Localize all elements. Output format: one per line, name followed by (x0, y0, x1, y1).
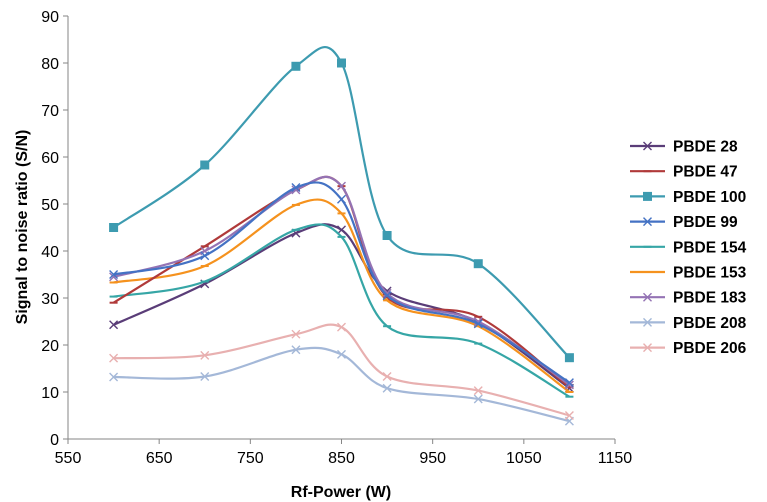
legend-marker (643, 317, 652, 327)
legend-label: PBDE 208 (673, 315, 747, 332)
legend-marker (643, 292, 652, 302)
data-point (109, 372, 119, 382)
legend: PBDE 28 PBDE 47 PBDE 100 PBDE 99 PBDE 154 PBD… (630, 139, 747, 357)
legend-item: PBDE 99 (630, 214, 738, 231)
legend-item: PBDE 47 (630, 164, 738, 181)
data-point (337, 181, 346, 191)
legend-marker (643, 217, 652, 227)
data-point (564, 411, 574, 420)
legend-marker (643, 141, 652, 151)
legend-label: PBDE 154 (673, 239, 747, 256)
legend-label: PBDE 100 (673, 189, 746, 206)
legend-item: PBDE 28 (630, 139, 738, 156)
data-point (109, 353, 119, 363)
data-point (291, 345, 301, 355)
x-tick-label: 1050 (506, 450, 542, 467)
series-pbde-153 (109, 198, 574, 393)
legend-label: PBDE 99 (673, 214, 738, 231)
legend-item: PBDE 208 (630, 315, 747, 332)
data-point (337, 322, 346, 332)
x-tick-label: 550 (55, 450, 82, 467)
series-pbde-208 (109, 345, 574, 426)
legend-marker (643, 343, 652, 353)
data-point (109, 223, 119, 232)
series-layer (109, 46, 574, 426)
legend-marker (643, 191, 652, 201)
x-tick-label: 650 (146, 450, 173, 467)
x-tick-label: 850 (328, 450, 355, 467)
data-point (200, 371, 210, 381)
data-point (564, 378, 574, 388)
data-point (382, 288, 392, 298)
legend-item: PBDE 154 (630, 239, 747, 256)
x-axis-title: Rf-Power (W) (291, 484, 391, 501)
data-point (564, 380, 574, 390)
series-line (113, 323, 570, 417)
legend-label: PBDE 206 (673, 340, 747, 357)
series-pbde-183 (109, 175, 574, 390)
data-point (337, 194, 346, 204)
data-point (473, 394, 483, 404)
data-point (382, 371, 392, 381)
y-tick-label: 60 (41, 150, 59, 167)
series-pbde-28 (109, 223, 574, 393)
legend-label: PBDE 183 (673, 290, 747, 307)
data-point (291, 61, 301, 71)
series-pbde-99 (109, 181, 574, 388)
x-tick-label: 950 (419, 450, 446, 467)
series-pbde-100 (109, 46, 574, 363)
y-tick-label: 10 (41, 385, 59, 402)
x-tick-label: 1150 (598, 450, 633, 467)
data-point (109, 320, 119, 330)
y-tick-label: 90 (41, 9, 59, 26)
data-point (473, 319, 483, 329)
data-point (200, 251, 210, 261)
data-point (200, 350, 210, 360)
data-point (291, 183, 301, 193)
legend-label: PBDE 47 (673, 164, 738, 181)
y-tick-label: 30 (41, 291, 59, 308)
legend-item: PBDE 183 (630, 290, 747, 307)
data-point (291, 329, 301, 339)
series-line (113, 223, 571, 390)
y-tick-label: 20 (41, 338, 59, 355)
data-point (473, 386, 483, 396)
series-line (113, 346, 570, 423)
y-tick-label: 0 (50, 432, 59, 449)
y-tick-label: 50 (41, 197, 59, 214)
data-point (337, 225, 346, 235)
data-point (200, 160, 210, 170)
ticks: 0 10 20 30 40 50 60 70 80 90 550 650 750 850 950 1050 11… (41, 9, 632, 467)
legend-item: PBDE 153 (630, 265, 747, 282)
y-axis-title: Signal to noise ratio (S/N) (14, 130, 31, 325)
data-point (382, 230, 392, 240)
data-point (109, 270, 119, 279)
legend-item: PBDE 206 (630, 340, 747, 357)
data-point (473, 259, 483, 269)
data-point (337, 349, 346, 359)
legend-label: PBDE 153 (673, 265, 747, 282)
series-line (112, 46, 571, 359)
data-point (564, 353, 574, 363)
y-tick-label: 40 (41, 244, 59, 261)
axes (67, 16, 615, 440)
series-pbde-154 (109, 223, 574, 398)
y-tick-label: 80 (41, 56, 59, 73)
y-tick-label: 70 (41, 103, 59, 120)
data-point (382, 383, 392, 393)
legend-label: PBDE 28 (673, 139, 738, 156)
series-pbde-206 (109, 322, 574, 420)
series-line (113, 223, 570, 398)
legend-item: PBDE 100 (630, 189, 746, 206)
data-point (382, 291, 392, 301)
x-tick-label: 750 (237, 450, 264, 467)
data-point (337, 58, 346, 68)
